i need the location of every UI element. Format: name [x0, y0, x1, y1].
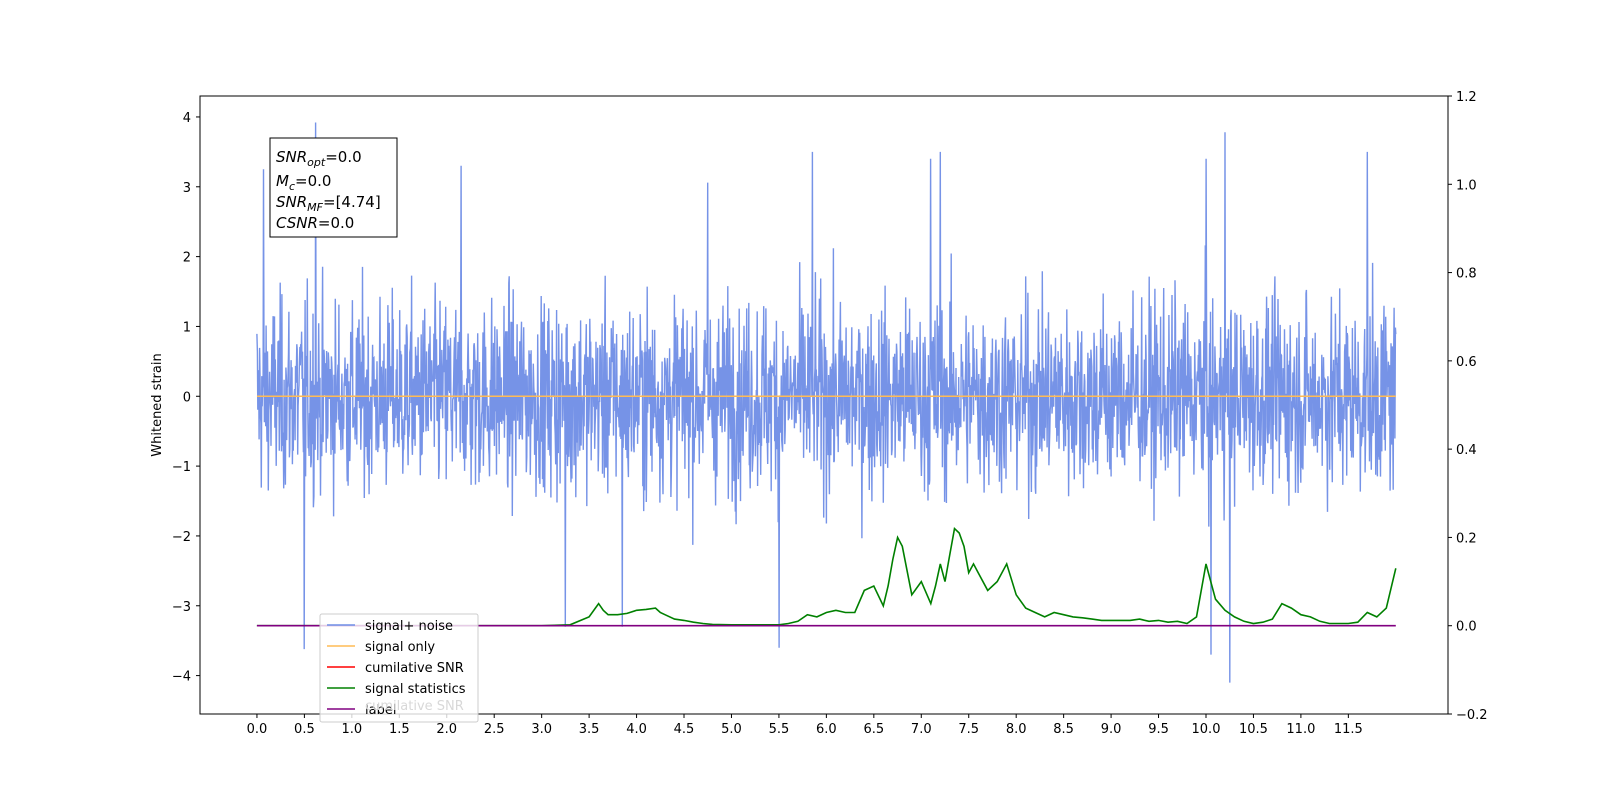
legend: signal+ noise signal only cumilative SNR si… [319, 613, 479, 723]
x-tick-label: 1.0 [342, 722, 363, 737]
x-tick-label: 2.0 [436, 722, 457, 737]
legend-label: signal only [365, 640, 435, 655]
y-tick-label-right: 0.8 [1456, 267, 1477, 282]
y-tick-label-right: 0.6 [1456, 355, 1477, 370]
x-tick-label: 10.0 [1192, 722, 1221, 737]
x-tick-label: 9.5 [1148, 722, 1169, 737]
x-tick-label: 3.0 [531, 722, 552, 737]
y-tick-label-left: 1 [183, 320, 191, 335]
y-tick-label-left: 3 [183, 181, 191, 196]
x-tick-label: 1.5 [389, 722, 410, 737]
x-tick-label: 3.5 [579, 722, 600, 737]
x-tick-label: 8.0 [1006, 722, 1027, 737]
x-tick-label: 9.0 [1101, 722, 1122, 737]
x-tick-label: 0.0 [247, 722, 268, 737]
x-tick-label: 11.5 [1334, 722, 1363, 737]
y-tick-label-right: 0.0 [1456, 620, 1477, 635]
x-tick-label: 10.5 [1239, 722, 1268, 737]
y-tick-label-right: 0.2 [1456, 531, 1477, 546]
y-tick-label-left: −3 [172, 600, 191, 615]
legend-frame [319, 613, 479, 723]
y-axis-left: 4 3 2 1 0 −1 −2 −3 −4 [172, 111, 200, 685]
y-tick-label-right: 0.4 [1456, 443, 1477, 458]
x-tick-label: 7.5 [958, 722, 979, 737]
series-signal-statistics [256, 527, 1397, 627]
signal-statistics-line [256, 527, 1397, 627]
y-tick-label-left: 4 [183, 111, 191, 126]
x-tick-label: 5.5 [769, 722, 790, 737]
x-tick-label: 6.0 [816, 722, 837, 737]
x-tick-label: 6.5 [863, 722, 884, 737]
stats-snr-mf: SNRMF=[4.74] [276, 193, 381, 214]
legend-ghost-text: cumilative SNR [365, 699, 464, 714]
axes-frame [199, 95, 1449, 715]
stats-snr-opt: SNRopt=0.0 [276, 148, 362, 169]
x-tick-label: 4.0 [626, 722, 647, 737]
x-tick-label: 5.0 [721, 722, 742, 737]
stats-box-frame [269, 137, 398, 238]
y-tick-label-left: −2 [172, 530, 191, 545]
y-axis-right: 1.2 1.0 0.8 0.6 0.4 0.2 0.0 −0.2 [1448, 90, 1488, 723]
x-tick-label: 8.5 [1053, 722, 1074, 737]
x-tick-label: 4.5 [674, 722, 695, 737]
y-tick-label-left: 0 [183, 390, 191, 405]
stats-csnr: CSNR=0.0 [276, 214, 354, 232]
y-tick-label-left: 2 [183, 251, 191, 266]
x-axis: 0.0 0.5 1.0 1.5 2.0 2.5 3.0 3.5 4.0 4.5 5.0 5.5 6.0 6… [247, 714, 1363, 737]
stats-mc: Mc=0.0 [276, 172, 331, 193]
y-tick-label-right: −0.2 [1456, 708, 1488, 723]
y-tick-label-left: −4 [172, 670, 191, 685]
legend-label: cumilative SNR [365, 661, 464, 676]
y-axis-label: Whitened strain [150, 353, 165, 456]
legend-label: label [365, 703, 396, 718]
y-tick-label-right: 1.2 [1456, 90, 1477, 105]
x-tick-label: 11.0 [1286, 722, 1315, 737]
legend-label: signal+ noise [365, 619, 453, 634]
x-tick-label: 2.5 [484, 722, 505, 737]
legend-label: signal statistics [365, 682, 466, 697]
y-tick-label-right: 1.0 [1456, 178, 1477, 193]
signal-plus-noise-line [256, 122, 1397, 683]
stats-box: SNRopt=0.0 Mc=0.0 SNRMF=[4.74] CSNR=0.0 [269, 137, 398, 238]
x-tick-label: 7.0 [911, 722, 932, 737]
series-signal-plus-noise [256, 122, 1397, 683]
x-tick-label: 0.5 [294, 722, 315, 737]
y-tick-label-left: −1 [172, 460, 191, 475]
